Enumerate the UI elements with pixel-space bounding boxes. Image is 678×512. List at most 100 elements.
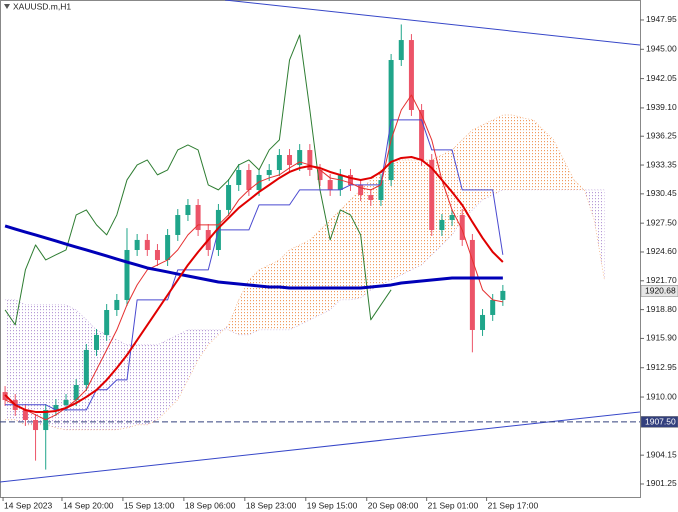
candle-body bbox=[419, 109, 425, 160]
cloud-segment bbox=[411, 159, 422, 270]
cloud-segment bbox=[55, 304, 67, 430]
cloud-segment bbox=[208, 329, 219, 345]
candle-body bbox=[144, 239, 150, 250]
chart-title: XAUUSD.m,H1 bbox=[13, 1, 71, 11]
y-tick-label: 1901.25 bbox=[646, 478, 677, 488]
cloud-segment bbox=[502, 114, 514, 190]
cloud-segment bbox=[563, 159, 574, 190]
y-tick-label: 1936.25 bbox=[646, 130, 677, 140]
y-tick-label: 1939.10 bbox=[646, 102, 677, 112]
cloud-segment bbox=[35, 304, 46, 425]
candle-body bbox=[358, 185, 364, 196]
cloud-segment bbox=[157, 339, 168, 420]
cloud-segment bbox=[492, 114, 503, 195]
candle-body bbox=[226, 185, 232, 210]
candle-body bbox=[347, 174, 353, 186]
y-tick-label: 1915.90 bbox=[646, 333, 677, 343]
cloud-edge bbox=[5, 114, 605, 431]
cloud-segment bbox=[472, 124, 483, 210]
cloud-segment bbox=[76, 309, 87, 430]
cloud-segment bbox=[452, 139, 463, 235]
candle-body bbox=[327, 180, 333, 190]
indicator-line bbox=[4, 34, 392, 326]
cloud-segment bbox=[45, 304, 56, 428]
cloud-segment bbox=[421, 159, 432, 265]
candle-body bbox=[124, 249, 130, 300]
candle-body bbox=[94, 334, 100, 350]
indicator-line bbox=[4, 224, 503, 290]
symbol-icon bbox=[4, 4, 10, 9]
indicator-line bbox=[4, 155, 504, 413]
cloud-segment bbox=[594, 189, 605, 280]
cloud-segment bbox=[523, 117, 534, 190]
y-tick-label: 1942.05 bbox=[646, 73, 677, 83]
y-tick-label: 1930.45 bbox=[646, 188, 677, 198]
candle-body bbox=[22, 409, 28, 420]
candle-body bbox=[297, 150, 303, 166]
x-tick-label: 14 Sep 20:00 bbox=[63, 500, 114, 510]
cloud-segment bbox=[177, 329, 188, 400]
x-tick-label: 14 Sep 2023 bbox=[4, 500, 52, 510]
cloud-segment bbox=[25, 304, 36, 425]
cloud-segment bbox=[147, 344, 158, 425]
trendline bbox=[0, 411, 641, 483]
y-tick-label: 1945.00 bbox=[646, 44, 677, 54]
candle-body bbox=[33, 419, 39, 431]
cloud-segment bbox=[86, 319, 97, 430]
cloud-segment bbox=[126, 344, 138, 428]
y-tick-label: 1927.50 bbox=[646, 217, 677, 227]
candle-body bbox=[185, 204, 191, 216]
cloud-segment bbox=[482, 119, 493, 200]
x-tick-label: 21 Sep 01:00 bbox=[428, 500, 479, 510]
cloud-segment bbox=[380, 164, 392, 285]
candle-body bbox=[195, 204, 201, 231]
cloud-segment bbox=[401, 159, 412, 275]
x-tick-label: 21 Sep 17:00 bbox=[488, 500, 539, 510]
cloud-segment bbox=[431, 154, 442, 255]
candle-body bbox=[459, 215, 465, 240]
candle-body bbox=[368, 195, 374, 201]
candle-body bbox=[337, 174, 343, 190]
candle-body bbox=[236, 170, 242, 186]
candle-body bbox=[469, 239, 475, 330]
x-tick-label: 20 Sep 08:00 bbox=[368, 500, 419, 510]
cloud-segment bbox=[238, 279, 249, 335]
candle-body bbox=[83, 349, 89, 386]
cloud-segment bbox=[269, 259, 280, 330]
candle-body bbox=[134, 239, 140, 250]
candle-body bbox=[154, 249, 160, 261]
cloud-segment bbox=[5, 299, 16, 420]
y-tick-label: 1910.00 bbox=[646, 391, 677, 401]
cloud-segment bbox=[198, 329, 209, 360]
cloud-segment bbox=[66, 304, 77, 430]
cloud-segment bbox=[248, 269, 260, 335]
candle-body bbox=[500, 290, 506, 300]
candle-body bbox=[449, 215, 455, 220]
indicator-line bbox=[4, 94, 503, 421]
y-tick-label: 1918.80 bbox=[646, 304, 677, 314]
cloud-segment bbox=[533, 119, 544, 190]
cloud-segment bbox=[279, 249, 290, 330]
cloud-segment bbox=[106, 334, 117, 430]
candle-body bbox=[307, 150, 313, 171]
x-tick-label: 18 Sep 23:00 bbox=[246, 500, 297, 510]
candle-body bbox=[104, 310, 110, 335]
candle-body bbox=[480, 314, 486, 330]
x-tick-label: 18 Sep 06:00 bbox=[185, 500, 236, 510]
cloud-segment bbox=[116, 339, 127, 430]
indicator-line bbox=[5, 119, 504, 411]
cloud-segment bbox=[137, 344, 148, 425]
candle-body bbox=[398, 40, 404, 61]
cloud-segment bbox=[167, 334, 178, 410]
candle-body bbox=[276, 155, 282, 171]
cloud-segment bbox=[259, 264, 270, 330]
cloud-segment bbox=[391, 159, 402, 280]
cloud-segment bbox=[309, 229, 320, 320]
cloud-segment bbox=[573, 179, 585, 190]
candle-body bbox=[287, 155, 293, 166]
cloud-segment bbox=[330, 209, 341, 310]
cloud-segment bbox=[370, 169, 381, 290]
x-tick-label: 15 Sep 13:00 bbox=[124, 500, 175, 510]
